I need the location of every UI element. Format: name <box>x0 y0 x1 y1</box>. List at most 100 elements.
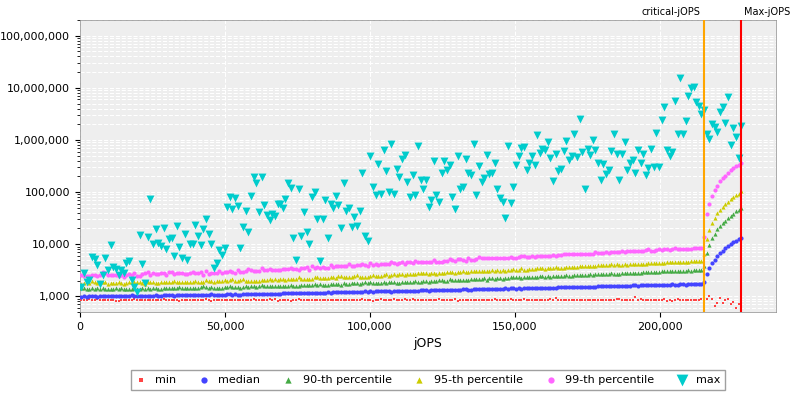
95-th percentile <box>594 262 607 268</box>
max <box>642 164 655 171</box>
median <box>126 292 138 298</box>
99-th percentile <box>615 248 628 254</box>
95-th percentile <box>118 280 130 287</box>
99-th percentile <box>481 255 494 262</box>
95-th percentile <box>732 190 745 197</box>
max <box>319 196 332 203</box>
90-th percentile <box>91 285 104 292</box>
median <box>629 282 642 288</box>
99-th percentile <box>377 261 390 267</box>
90-th percentile <box>592 271 605 278</box>
max <box>504 200 517 206</box>
max <box>128 283 141 290</box>
95-th percentile <box>451 269 464 275</box>
90-th percentile <box>75 285 88 292</box>
median <box>459 286 472 292</box>
99-th percentile <box>610 249 623 255</box>
min <box>197 297 210 303</box>
99-th percentile <box>653 246 666 252</box>
median <box>597 283 610 290</box>
99-th percentile <box>144 272 157 278</box>
99-th percentile <box>459 258 472 264</box>
max <box>173 244 186 250</box>
median <box>570 284 583 290</box>
min <box>475 297 488 303</box>
median <box>215 291 228 298</box>
max <box>679 118 692 124</box>
median <box>634 282 647 288</box>
95-th percentile <box>255 277 268 284</box>
median <box>494 285 506 292</box>
95-th percentile <box>454 268 466 275</box>
median <box>637 282 650 288</box>
95-th percentile <box>334 273 347 279</box>
99-th percentile <box>324 262 337 268</box>
median <box>462 286 474 293</box>
90-th percentile <box>150 284 162 291</box>
max <box>104 242 117 248</box>
median <box>512 285 525 292</box>
95-th percentile <box>390 271 403 278</box>
99-th percentile <box>374 261 387 268</box>
min <box>88 297 101 303</box>
90-th percentile <box>435 277 448 283</box>
max <box>277 204 290 211</box>
99-th percentile <box>507 254 520 261</box>
median <box>374 288 387 294</box>
median <box>160 292 173 299</box>
99-th percentile <box>388 260 401 266</box>
median <box>168 292 181 299</box>
95-th percentile <box>613 262 626 268</box>
median <box>711 253 724 259</box>
median <box>706 260 718 266</box>
median <box>470 286 482 292</box>
min <box>573 297 586 304</box>
95-th percentile <box>523 266 536 272</box>
min <box>274 296 286 303</box>
min <box>385 297 398 304</box>
max <box>144 196 157 202</box>
min <box>722 296 734 302</box>
max <box>570 154 583 160</box>
median <box>223 291 236 298</box>
median <box>568 284 581 290</box>
99-th percentile <box>91 273 104 279</box>
90-th percentile <box>716 220 729 226</box>
median <box>340 289 353 296</box>
median <box>396 288 409 294</box>
90-th percentile <box>671 268 684 274</box>
median <box>346 289 358 295</box>
max <box>682 93 694 100</box>
95-th percentile <box>380 270 393 277</box>
99-th percentile <box>245 267 258 273</box>
median <box>78 293 90 299</box>
90-th percentile <box>578 272 591 278</box>
99-th percentile <box>237 269 250 276</box>
min <box>287 297 300 303</box>
median <box>655 282 668 288</box>
min <box>112 297 125 304</box>
median <box>435 287 448 293</box>
90-th percentile <box>78 285 90 292</box>
min <box>610 296 623 303</box>
max <box>382 188 395 195</box>
90-th percentile <box>653 269 666 275</box>
90-th percentile <box>207 284 220 291</box>
median <box>623 283 636 289</box>
median <box>581 284 594 290</box>
min <box>334 297 347 303</box>
99-th percentile <box>719 172 732 179</box>
max <box>340 208 353 214</box>
median <box>610 283 623 289</box>
max <box>261 212 274 218</box>
max <box>346 224 358 230</box>
max <box>322 235 334 241</box>
99-th percentile <box>253 268 266 274</box>
min <box>419 297 432 304</box>
90-th percentile <box>518 274 530 281</box>
95-th percentile <box>467 268 480 274</box>
median <box>263 291 276 297</box>
min <box>231 296 244 303</box>
max <box>546 178 559 184</box>
90-th percentile <box>443 276 456 282</box>
